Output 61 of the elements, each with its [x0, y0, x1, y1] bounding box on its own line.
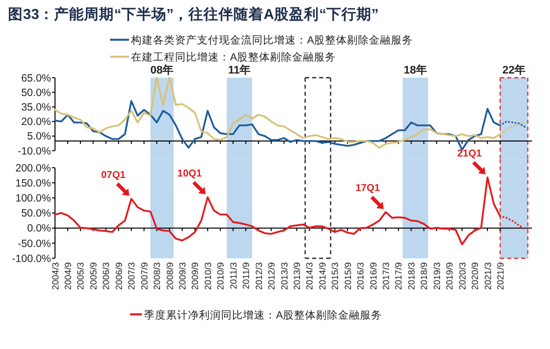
y-tick-label: 0.0% — [27, 222, 51, 235]
x-tick-label: 2006/9 — [114, 262, 124, 290]
x-tick-label: 2014/3 — [304, 262, 315, 290]
y-tick-label: 150.0% — [15, 177, 51, 190]
x-tick-label: 2020/9 — [470, 262, 480, 290]
x-tick-label: 2012/3 — [254, 262, 264, 290]
y-tick-label: 50.0% — [21, 208, 51, 220]
x-tick-label: 2015/3 — [330, 262, 340, 290]
x-tick-label: 2021/3 — [482, 262, 493, 290]
y-tick-label: -10.0% — [18, 145, 51, 158]
x-tick-label: 2017/3 — [381, 262, 392, 290]
x-tick-label: 2008/9 — [164, 262, 175, 290]
x-tick-label: 2009/9 — [190, 262, 200, 290]
x-tick-label: 2015/9 — [342, 262, 353, 290]
x-tick-label: 2004/3 — [50, 262, 60, 290]
x-tick-label: 2016/3 — [356, 262, 366, 290]
x-tick-label: 2018/3 — [406, 262, 416, 290]
x-tick-label: 2008/3 — [152, 262, 162, 290]
x-tick-label: 2020/3 — [457, 262, 468, 290]
x-tick-label: 2010/3 — [202, 262, 213, 290]
y-tick-label: 65.0% — [21, 72, 51, 84]
band-label: 22年 — [502, 64, 526, 77]
annotation: 17Q1 — [355, 183, 380, 194]
legend-label: 在建工程同比增速：A股整体剔除金融服务 — [131, 50, 336, 64]
x-tick-label: 2004/9 — [63, 262, 74, 290]
x-tick-label: 2007/3 — [126, 262, 137, 290]
legend-label: 季度累计净利润同比增速：A股整体剔除金融服务 — [144, 308, 382, 322]
x-tick-label: 2005/9 — [88, 262, 98, 290]
annotation: 21Q1 — [457, 148, 482, 160]
x-tick-label: 2010/9 — [216, 262, 226, 290]
x-tick-label: 2005/3 — [76, 262, 86, 290]
chart-title: 图33：产能周期“下半场”，往往伴随着A股盈利“下行期” — [8, 5, 379, 23]
x-tick-label: 2012/9 — [266, 262, 277, 290]
x-tick-label: 2018/9 — [419, 262, 430, 290]
x-tick-label: 2019/9 — [444, 262, 455, 290]
y-tick-label: 100.0% — [15, 192, 51, 204]
y-tick-label: 5.0% — [27, 130, 51, 143]
x-tick-label: 2016/9 — [368, 262, 378, 290]
x-tick-label: 2011/9 — [241, 262, 252, 290]
x-tick-label: 2011/3 — [228, 262, 238, 290]
y-tick-label: -50.0% — [18, 238, 51, 250]
y-tick-label: 50.0% — [21, 86, 51, 99]
band-label: 11年 — [228, 64, 251, 77]
y-tick-label: -100.0% — [12, 252, 51, 265]
y-tick-label: 200.0% — [15, 162, 51, 174]
x-tick-label: 2013/3 — [279, 262, 290, 290]
x-tick-label: 2014/9 — [317, 262, 328, 290]
x-tick-label: 2009/3 — [178, 262, 188, 290]
annotation: 07Q1 — [101, 170, 126, 181]
band-label: 08年 — [150, 64, 174, 77]
x-tick-label: 2013/9 — [292, 262, 302, 290]
x-tick-label: 2006/3 — [101, 262, 112, 290]
y-tick-label: 35.0% — [21, 102, 51, 114]
x-tick-label: 2019/3 — [432, 262, 442, 290]
y-tick-label: 20.0% — [21, 116, 51, 128]
legend-label: 构建各类资产支付现金流同比增速：A股整体剔除金融服务 — [130, 34, 414, 47]
annotation: 10Q1 — [177, 168, 202, 180]
x-tick-label: 2017/9 — [394, 262, 404, 290]
x-tick-label: 2021/9 — [496, 262, 506, 290]
x-tick-label: 2007/9 — [139, 262, 150, 290]
band-label: 18年 — [404, 64, 428, 77]
